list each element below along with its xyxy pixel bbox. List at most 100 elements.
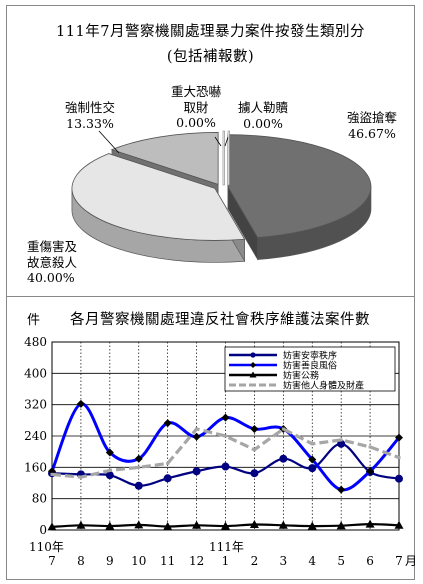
x-tick-label: 11 xyxy=(160,554,175,568)
series-2-point-6 xyxy=(221,521,230,530)
series-1-point-6 xyxy=(221,413,230,422)
x-axis-unit-label: 月 xyxy=(405,554,418,568)
legend-marker-2 xyxy=(249,371,257,378)
series-3-point-10 xyxy=(339,438,343,442)
y-tick-label: 160 xyxy=(24,460,47,474)
pie-label-extortion-name-1: 重大恐嚇 xyxy=(170,84,221,99)
pie-chart-panel: 111年7月警察機關處理暴力案件按發生類別分 (包括補報數) 重大恐嚇 取財 0… xyxy=(6,5,415,297)
series-2-point-3 xyxy=(134,520,144,529)
pie-chart-title: 111年7月警察機關處理暴力案件按發生類別分 xyxy=(56,24,365,40)
pie-label-homicide-value: 40.00% xyxy=(27,270,75,286)
series-2-point-7 xyxy=(249,520,259,529)
legend-label-0: 妨害安寧秩序 xyxy=(283,350,337,362)
pie-slice-0 xyxy=(227,134,372,238)
series-1-point-9 xyxy=(308,455,317,464)
leader-line-kidnap xyxy=(224,136,229,147)
series-0-point-10 xyxy=(337,439,346,448)
series-2-point-9 xyxy=(307,521,317,530)
series-0-point-4 xyxy=(163,474,172,483)
pie-label-extortion: 重大恐嚇 取財 0.00% xyxy=(165,84,227,131)
series-0-point-3 xyxy=(134,481,143,490)
series-2-point-2 xyxy=(105,521,115,530)
series-3-point-8 xyxy=(281,427,285,431)
x-tick-label: 5 xyxy=(337,554,345,568)
series-1-point-1 xyxy=(76,399,85,408)
series xyxy=(47,399,404,531)
series-1-point-12 xyxy=(395,433,403,442)
y-axis-unit-label: 件 xyxy=(27,313,41,328)
legend-marker-0 xyxy=(250,352,256,358)
series-2-point-12 xyxy=(394,520,404,529)
series-1-point-11 xyxy=(366,467,375,476)
x-tick-label: 10 xyxy=(131,554,146,568)
series-0-point-5 xyxy=(192,467,201,476)
x-tick-label: 6 xyxy=(366,554,374,568)
x-tick-label: 9 xyxy=(106,554,114,568)
pie-label-robbery-name: 強盜搶奪 xyxy=(346,110,397,125)
pie-label-rape-value: 13.33% xyxy=(66,115,114,131)
series-3-point-4 xyxy=(166,461,170,465)
series-3-point-3 xyxy=(137,465,141,469)
legend-label-1: 妨害善良風俗 xyxy=(283,360,337,372)
pie-slice-2 xyxy=(110,132,219,185)
x-tick-label: 8 xyxy=(77,554,85,568)
pie-slice-1 xyxy=(71,153,246,241)
x-tick-label: 3 xyxy=(280,554,288,568)
pie-label-robbery-value: 46.67% xyxy=(348,125,396,141)
pie-chart-subtitle: (包括補報數) xyxy=(166,49,255,65)
series-1-point-4 xyxy=(163,419,172,428)
legend-marker-1 xyxy=(250,362,256,368)
leader-line-extortion xyxy=(214,136,222,147)
series-0-point-8 xyxy=(279,454,288,463)
year-label-110: 110年 xyxy=(29,540,64,554)
pie-label-kidnap: 擄人勒贖 0.00% xyxy=(232,100,294,131)
y-tick-label: 80 xyxy=(32,492,47,506)
y-tick-label: 0 xyxy=(39,523,47,537)
pie-label-homicide-name-1: 重傷害及 xyxy=(27,239,78,254)
series-3-point-11 xyxy=(368,445,372,449)
series-2-point-8 xyxy=(278,520,288,529)
series-0-point-2 xyxy=(105,471,114,480)
leader-line-rape xyxy=(98,130,120,154)
series-3-point-12 xyxy=(397,456,401,460)
pie-label-kidnap-value: 0.00% xyxy=(243,115,283,131)
x-tick-label: 12 xyxy=(189,554,204,568)
series-3-point-6 xyxy=(224,434,227,438)
pie-label-homicide-name-2: 故意殺人 xyxy=(27,254,78,270)
series-0-point-7 xyxy=(250,469,259,478)
pie-label-robbery: 強盜搶奪 46.67% xyxy=(339,110,405,141)
pie-label-extortion-name-2: 取財 xyxy=(183,99,209,115)
series-2-point-1 xyxy=(76,520,86,529)
pie-label-rape-name: 強制性交 xyxy=(64,100,115,115)
x-tick-label: 1 xyxy=(222,554,230,568)
line-chart-title: 各月警察機關處理違反社會秩序維護法案件數 xyxy=(70,312,370,328)
series-3-point-0 xyxy=(50,472,54,476)
line-chart-panel: 件 各月警察機關處理違反社會秩序維護法案件數 0 80 160 240 320 400 48… xyxy=(6,296,418,580)
series-0-point-9 xyxy=(308,464,317,473)
x-tick-label: 7 xyxy=(395,554,403,568)
y-tick-label: 320 xyxy=(24,398,47,412)
series-3-point-7 xyxy=(252,448,256,452)
pie-slices xyxy=(71,130,372,263)
x-tick-label: 7 xyxy=(48,554,56,568)
series-1-point-3 xyxy=(134,454,143,463)
y-tick-label: 480 xyxy=(24,335,47,349)
series-1-point-10 xyxy=(337,485,346,494)
series-1-point-7 xyxy=(250,424,259,433)
series-2-point-11 xyxy=(365,519,375,528)
series-3-point-1 xyxy=(79,475,83,479)
year-label-111: 111年 xyxy=(209,540,244,554)
series-1-point-2 xyxy=(105,448,114,457)
pie-zero-slice-0 xyxy=(222,130,225,186)
y-tick-label: 240 xyxy=(24,429,47,443)
series-1-point-5 xyxy=(192,432,201,441)
x-tick-label: 4 xyxy=(308,554,316,568)
pie-label-rape: 強制性交 13.33% xyxy=(57,100,123,131)
legend-label-2: 妨害公務 xyxy=(283,370,319,382)
series-2-point-0 xyxy=(47,522,57,531)
y-tick-label: 400 xyxy=(24,366,47,380)
